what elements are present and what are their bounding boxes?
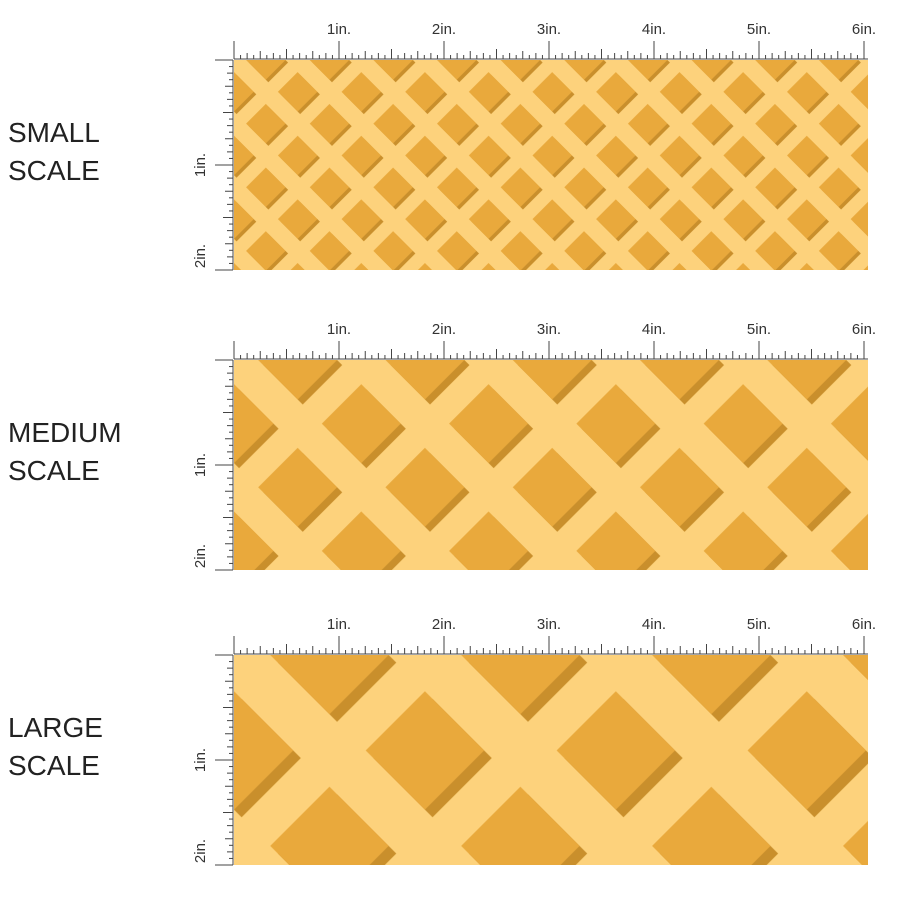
ruler-label: 6in. [852, 616, 876, 633]
scale-label: MEDIUM [8, 417, 122, 448]
ruler-label: 2in. [432, 321, 456, 338]
ruler-label: 2in. [432, 616, 456, 633]
ruler-label: 6in. [852, 21, 876, 38]
ruler-label: 3in. [537, 321, 561, 338]
ruler-label: 2in. [192, 544, 209, 568]
scale-panel: SMALL SCALE 1in. 2in. 3in. 4in. 5in. 6in. 1in. 2i… [8, 21, 876, 271]
scale-panel: LARGE SCALE 1in. 2in. 3in. 4in. 5in. 6in. 1in. 2i… [8, 616, 876, 866]
ruler-label: 1in. [192, 453, 209, 477]
ruler-label: 5in. [747, 321, 771, 338]
ruler-label: 1in. [327, 321, 351, 338]
ruler-label: 1in. [327, 21, 351, 38]
ruler-label: 2in. [192, 839, 209, 863]
fabric-pattern [234, 360, 868, 570]
ruler-label: 2in. [432, 21, 456, 38]
ruler-label: 2in. [192, 244, 209, 268]
ruler-label: 4in. [642, 21, 666, 38]
scale-label: SCALE [8, 155, 100, 186]
fabric-pattern [234, 60, 868, 270]
ruler-label: 5in. [747, 21, 771, 38]
ruler-label: 1in. [327, 616, 351, 633]
ruler-label: 1in. [192, 748, 209, 772]
scale-panel: MEDIUM SCALE 1in. 2in. 3in. 4in. 5in. 6in. 1in. 2… [8, 321, 876, 571]
ruler-label: 4in. [642, 321, 666, 338]
ruler-label: 6in. [852, 321, 876, 338]
ruler-label: 5in. [747, 616, 771, 633]
scale-label: LARGE [8, 712, 103, 743]
ruler-label: 1in. [192, 153, 209, 177]
scale-label: SCALE [8, 750, 100, 781]
scale-label: SMALL [8, 117, 100, 148]
scale-label: SCALE [8, 455, 100, 486]
ruler-label: 3in. [537, 616, 561, 633]
ruler-label: 3in. [537, 21, 561, 38]
fabric-pattern [234, 655, 868, 865]
ruler-label: 4in. [642, 616, 666, 633]
